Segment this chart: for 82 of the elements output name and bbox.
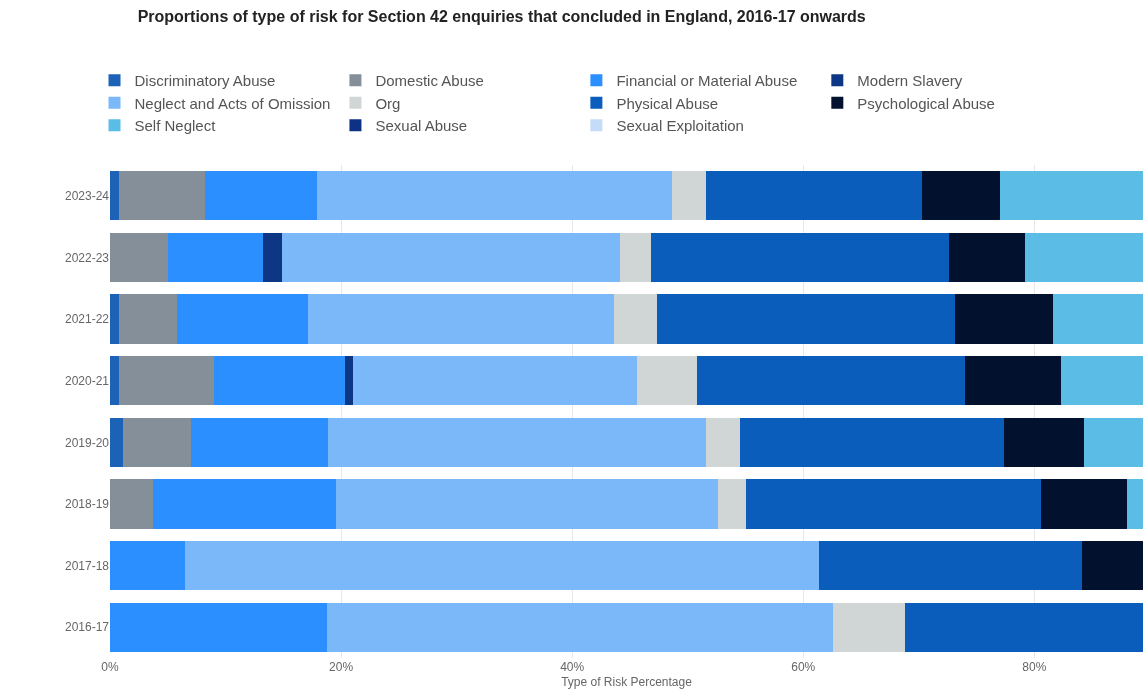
bar <box>110 294 120 344</box>
bar <box>352 356 637 406</box>
bar <box>636 356 697 406</box>
bar <box>262 232 283 283</box>
bar <box>110 540 186 591</box>
y-tick-label: 2018-19 <box>64 497 110 512</box>
bar <box>110 356 120 406</box>
bar <box>110 479 153 529</box>
legend-label: Modern Slavery <box>857 72 963 90</box>
x-tick-label: 0% <box>101 660 119 674</box>
bar <box>650 232 949 283</box>
bar <box>110 232 168 283</box>
bar <box>213 356 345 406</box>
bar <box>965 356 1061 406</box>
bar <box>819 540 1082 591</box>
bar <box>110 417 123 467</box>
x-tick-label: 40% <box>560 660 585 674</box>
bar <box>948 232 1026 283</box>
bar <box>745 479 1042 529</box>
bar <box>619 232 651 283</box>
bar <box>671 171 707 221</box>
bar <box>706 171 923 221</box>
bar <box>177 294 308 344</box>
bar <box>656 294 955 344</box>
bar <box>1060 356 1143 406</box>
x-axis-title: Type of Risk Percentage <box>561 674 693 689</box>
bar <box>167 232 263 283</box>
bar <box>922 171 1000 221</box>
legend-label: Domestic Abuse <box>375 72 484 90</box>
y-tick-label: 2016-17 <box>64 620 110 635</box>
bar <box>344 356 353 406</box>
bar <box>696 356 966 406</box>
legend-label: Self Neglect <box>134 117 217 135</box>
bar <box>190 417 329 467</box>
y-tick-label: 2022-23 <box>64 250 110 265</box>
bar <box>119 294 178 344</box>
bar <box>328 417 707 467</box>
bar <box>954 294 1053 344</box>
bar <box>1052 294 1143 344</box>
bar <box>316 171 672 221</box>
bar <box>613 294 657 344</box>
bar <box>706 417 740 467</box>
legend-label: Psychological Abuse <box>857 94 995 112</box>
bar <box>1126 479 1143 529</box>
bar <box>122 417 191 467</box>
bar <box>999 171 1143 221</box>
legend-label: Physical Abuse <box>616 94 719 112</box>
bar <box>1025 232 1143 283</box>
x-tick-label: 60% <box>791 660 816 674</box>
bar <box>739 417 1005 467</box>
bar <box>833 602 905 652</box>
bar <box>1081 540 1143 591</box>
legend-label: Discriminatory Abuse <box>134 72 276 90</box>
bar <box>1084 417 1143 467</box>
bar <box>1004 417 1085 467</box>
bar <box>307 294 614 344</box>
bar <box>336 479 718 529</box>
bar <box>1041 479 1127 529</box>
legend-label: Sexual Abuse <box>375 117 468 135</box>
bar <box>119 356 214 406</box>
y-tick-label: 2021-22 <box>64 312 110 327</box>
chart-title: Proportions of type of risk for Section 42 enquiries that concluded in England, 2016-17 onwards <box>137 7 866 25</box>
bar <box>152 479 337 529</box>
bar <box>110 602 328 652</box>
bar <box>282 232 620 283</box>
bar <box>119 171 205 221</box>
bar <box>904 602 1143 652</box>
bar <box>185 540 820 591</box>
bar <box>110 171 120 221</box>
x-tick-label: 20% <box>329 660 354 674</box>
bar <box>717 479 746 529</box>
y-tick-label: 2017-18 <box>64 558 110 573</box>
legend-label: Org <box>375 94 401 112</box>
y-tick-label: 2019-20 <box>64 435 110 450</box>
legend-label: Sexual Exploitation <box>616 117 744 135</box>
y-tick-label: 2020-21 <box>64 373 110 388</box>
legend-label: Neglect and Acts of Omission <box>134 94 331 112</box>
legend-label: Financial or Material Abuse <box>616 72 798 90</box>
bar <box>327 602 834 652</box>
y-tick-label: 2023-24 <box>64 189 110 204</box>
bar <box>204 171 317 221</box>
x-tick-label: 80% <box>1022 660 1047 674</box>
